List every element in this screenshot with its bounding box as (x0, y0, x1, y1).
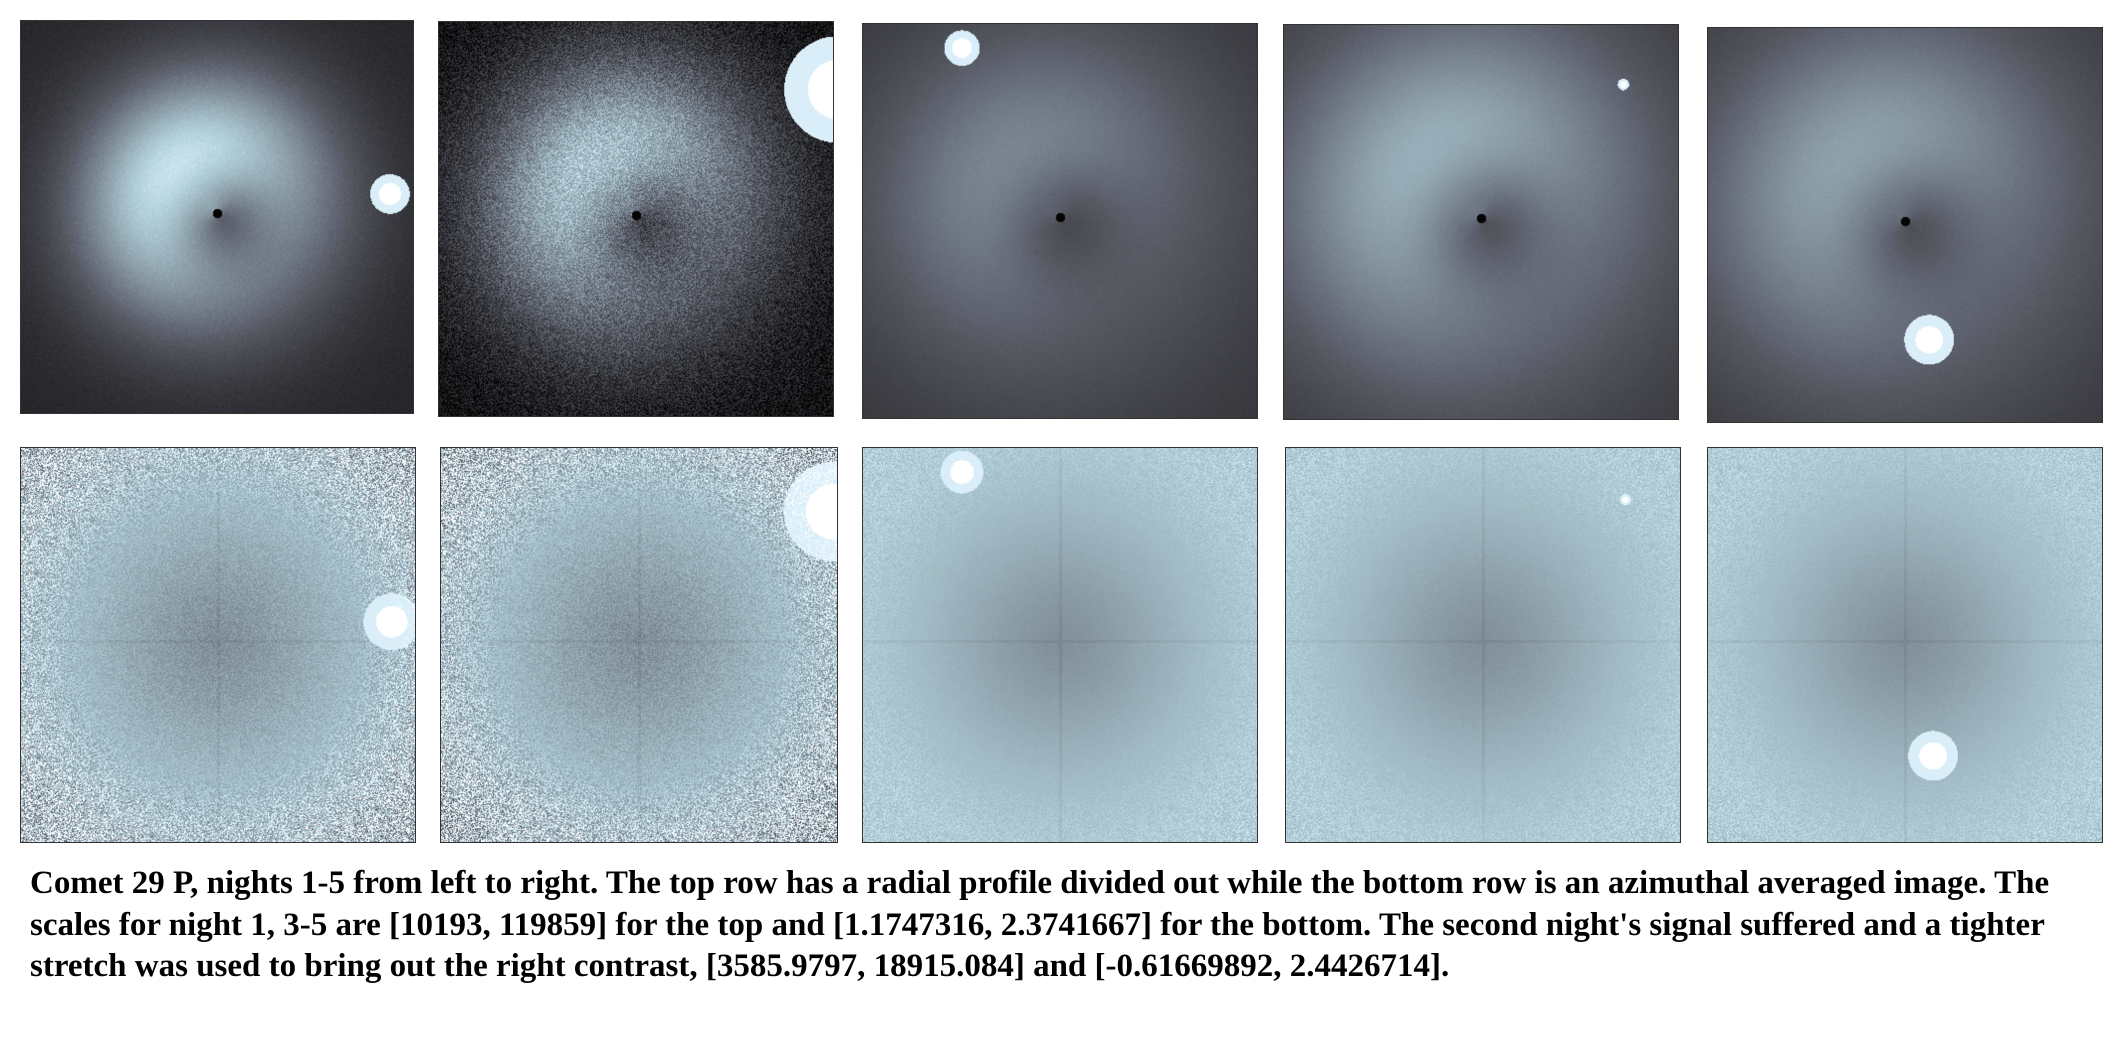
top-row-night-5-image (1707, 27, 2103, 423)
top-row-night-4-image (1283, 24, 1679, 420)
top-row-night-3-image (862, 23, 1258, 419)
bottom-row-night-4-image (1285, 447, 1681, 843)
top-row-night-2-image (438, 21, 834, 417)
bottom-row-night-2-image (440, 447, 838, 843)
image-grid (20, 20, 2103, 843)
bottom-row-night-3-image (862, 447, 1258, 843)
figure-caption: Comet 29 P, nights 1-5 from left to righ… (30, 865, 2050, 984)
bottom-row-night-1-image (20, 447, 416, 843)
bottom-row-night-5-image (1707, 447, 2103, 843)
top-row-night-1-image (20, 20, 414, 414)
